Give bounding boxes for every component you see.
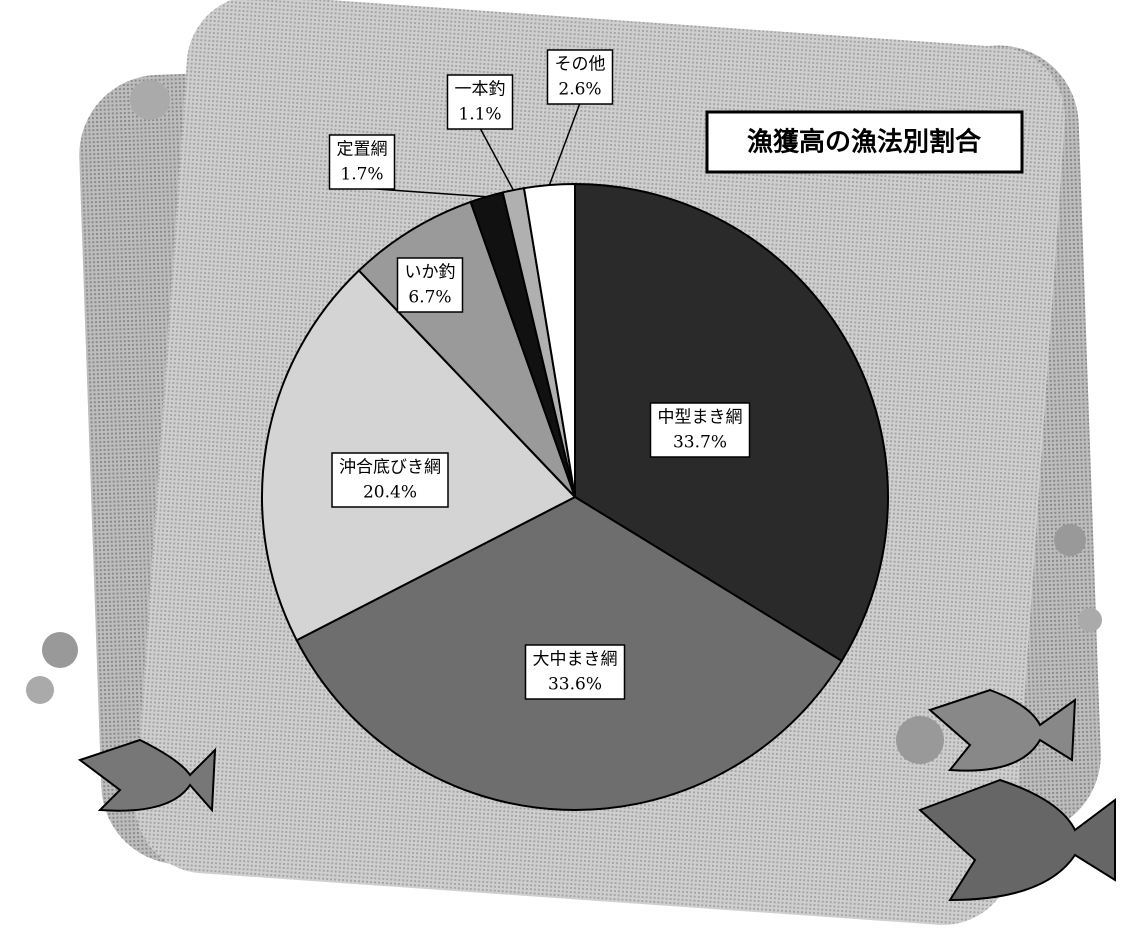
leader-line <box>548 102 581 186</box>
label-box <box>524 644 626 700</box>
slice-label: 沖合底びき網 20.4% <box>331 452 449 508</box>
slice-label: いか釣 6.7% <box>396 257 464 313</box>
slice-label: 中型まき網 33.7% <box>649 402 751 458</box>
label-box <box>331 452 449 508</box>
slice-value: 6.7% <box>408 288 451 308</box>
labels: 中型まき網 33.7% 大中まき網 33.6% 沖合底びき網 20.4% いか釣 6.7% 定置… <box>328 49 751 700</box>
slice-value: 2.6% <box>558 80 601 100</box>
slice-value: 1.1% <box>458 105 501 125</box>
label-box <box>649 402 751 458</box>
slice-value: 33.6% <box>548 675 602 695</box>
slice-value: 20.4% <box>363 483 417 503</box>
leader-line <box>479 127 514 191</box>
slice-value: 1.7% <box>340 165 383 185</box>
title-box <box>705 110 1024 174</box>
label-box <box>396 257 464 313</box>
slice-label: 定置網 1.7% <box>328 134 396 190</box>
slice-name: いか釣 <box>405 263 456 283</box>
pie-slice <box>522 182 576 498</box>
label-box <box>446 74 514 130</box>
slice-name: 一本釣 <box>455 80 506 100</box>
label-box <box>546 49 614 105</box>
slice-label: 大中まき網 33.6% <box>524 644 626 700</box>
label-box <box>328 134 396 190</box>
chart-title: 漁獲高の漁法別割合 <box>747 127 982 158</box>
slice-label: 一本釣 1.1% <box>446 74 514 130</box>
slice-name: 中型まき網 <box>658 408 743 428</box>
slice-name: その他 <box>555 55 606 75</box>
slice-value: 33.7% <box>673 433 727 453</box>
slice-label: その他 2.6% <box>546 49 614 105</box>
slice-name: 沖合底びき網 <box>339 458 441 478</box>
fish <box>77 688 1116 902</box>
slice-name: 定置網 <box>337 140 388 160</box>
slice-name: 大中まき網 <box>533 650 618 670</box>
